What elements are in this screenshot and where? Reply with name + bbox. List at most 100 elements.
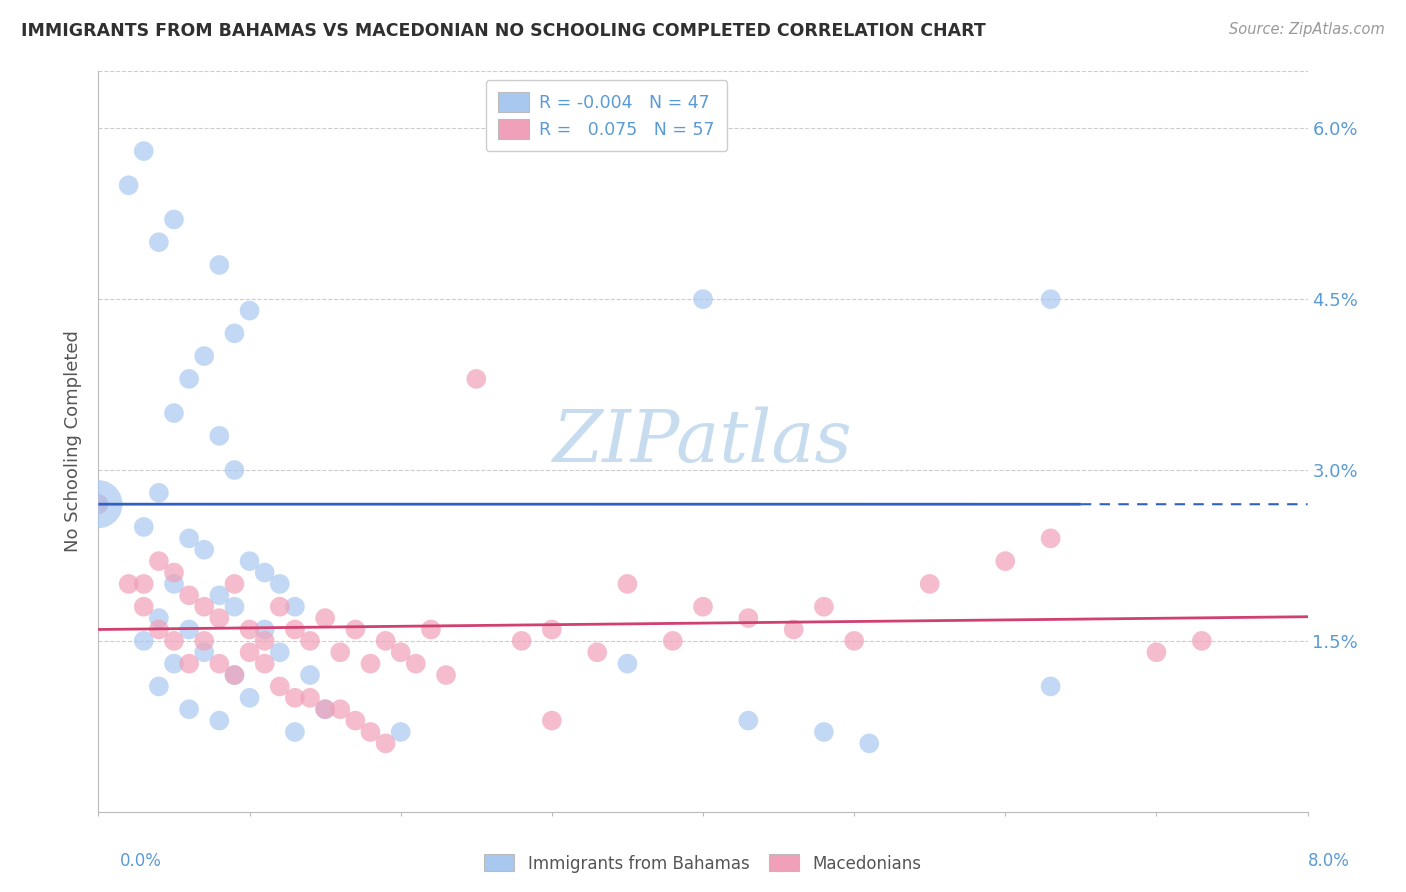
Point [239, 303, 262, 318]
Point [193, 633, 215, 648]
Point [118, 577, 141, 591]
Point [163, 577, 186, 591]
Point [284, 623, 307, 637]
Point [193, 542, 215, 557]
Point [434, 668, 457, 682]
Legend: R = -0.004   N = 47, R =   0.075   N = 57: R = -0.004 N = 47, R = 0.075 N = 57 [485, 80, 727, 152]
Point [163, 406, 186, 420]
Point [224, 668, 246, 682]
Point [87, 497, 110, 511]
Point [389, 725, 412, 739]
Point [692, 599, 714, 614]
Point [148, 680, 170, 694]
Point [844, 633, 866, 648]
Point [813, 599, 835, 614]
Point [813, 725, 835, 739]
Point [269, 645, 291, 659]
Point [208, 611, 231, 625]
Point [1191, 633, 1213, 648]
Point [329, 645, 352, 659]
Point [239, 645, 262, 659]
Point [284, 690, 307, 705]
Point [420, 623, 443, 637]
Point [994, 554, 1017, 568]
Point [299, 668, 322, 682]
Point [224, 668, 246, 682]
Point [314, 611, 336, 625]
Text: IMMIGRANTS FROM BAHAMAS VS MACEDONIAN NO SCHOOLING COMPLETED CORRELATION CHART: IMMIGRANTS FROM BAHAMAS VS MACEDONIAN NO… [21, 22, 986, 40]
Point [132, 520, 155, 534]
Point [284, 599, 307, 614]
Point [329, 702, 352, 716]
Point [661, 633, 683, 648]
Point [132, 144, 155, 158]
Point [1039, 680, 1062, 694]
Y-axis label: No Schooling Completed: No Schooling Completed [65, 331, 83, 552]
Point [692, 292, 714, 306]
Point [163, 657, 186, 671]
Legend: Immigrants from Bahamas, Macedonians: Immigrants from Bahamas, Macedonians [478, 847, 928, 880]
Point [193, 645, 215, 659]
Point [239, 623, 262, 637]
Text: 0.0%: 0.0% [120, 852, 162, 870]
Point [314, 702, 336, 716]
Point [148, 554, 170, 568]
Point [253, 657, 276, 671]
Point [179, 702, 201, 716]
Point [269, 599, 291, 614]
Point [239, 690, 262, 705]
Point [783, 623, 806, 637]
Point [224, 599, 246, 614]
Point [224, 463, 246, 477]
Point [465, 372, 488, 386]
Point [163, 566, 186, 580]
Point [253, 623, 276, 637]
Point [87, 497, 110, 511]
Point [540, 623, 562, 637]
Point [208, 714, 231, 728]
Point [148, 623, 170, 637]
Point [179, 372, 201, 386]
Point [540, 714, 562, 728]
Point [239, 554, 262, 568]
Point [374, 633, 396, 648]
Text: ZIPatlas: ZIPatlas [553, 406, 853, 477]
Point [118, 178, 141, 193]
Point [253, 566, 276, 580]
Point [299, 633, 322, 648]
Point [360, 657, 382, 671]
Point [179, 623, 201, 637]
Point [148, 485, 170, 500]
Point [737, 611, 759, 625]
Point [1146, 645, 1168, 659]
Point [208, 657, 231, 671]
Point [163, 633, 186, 648]
Point [586, 645, 609, 659]
Point [193, 599, 215, 614]
Point [389, 645, 412, 659]
Point [208, 429, 231, 443]
Point [737, 714, 759, 728]
Point [344, 623, 367, 637]
Point [148, 611, 170, 625]
Point [284, 725, 307, 739]
Point [299, 690, 322, 705]
Text: 8.0%: 8.0% [1308, 852, 1350, 870]
Point [193, 349, 215, 363]
Point [314, 702, 336, 716]
Point [179, 588, 201, 602]
Point [918, 577, 941, 591]
Point [1039, 532, 1062, 546]
Point [374, 736, 396, 750]
Point [224, 577, 246, 591]
Point [148, 235, 170, 250]
Point [1039, 292, 1062, 306]
Point [253, 633, 276, 648]
Point [360, 725, 382, 739]
Point [405, 657, 427, 671]
Point [858, 736, 880, 750]
Point [224, 326, 246, 341]
Point [179, 532, 201, 546]
Point [208, 588, 231, 602]
Point [208, 258, 231, 272]
